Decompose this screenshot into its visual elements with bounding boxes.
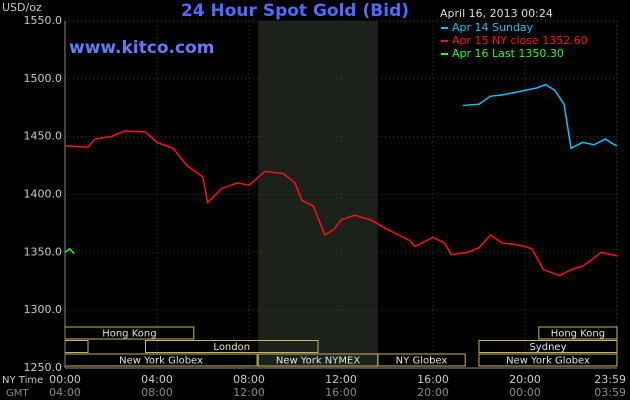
x-tick-label: 20:00: [509, 373, 541, 386]
x-tick-label: 23:59: [594, 373, 626, 386]
legend-label: Apr 14 Sunday: [452, 21, 534, 34]
x-axis-label: NY Time: [2, 375, 43, 386]
x2-tick-label: 00:00: [509, 386, 541, 399]
legend-label: Apr 15 NY close 1352.60: [452, 34, 588, 47]
x-tick-label: 00:00: [49, 373, 81, 386]
session-label: New York Globex: [119, 356, 203, 367]
session-label: Sydney: [529, 342, 566, 353]
session-label: Hong Kong: [102, 329, 156, 340]
y-axis-label: USD/oz: [2, 1, 42, 14]
x2-tick-label: 12:00: [233, 386, 265, 399]
x-tick-label: 16:00: [417, 373, 449, 386]
chart-title: 24 Hour Spot Gold (Bid): [181, 1, 409, 21]
session-label: NY Globex: [396, 356, 448, 367]
session-box: [478, 353, 618, 367]
price-line: [462, 83, 618, 150]
x2-tick-label: 08:00: [141, 386, 173, 399]
y-tick-label: 1550.0: [24, 14, 63, 27]
session-box: [145, 340, 319, 353]
session-box: [478, 340, 618, 353]
y-tick-label: 1450.0: [24, 130, 63, 143]
y-tick-label: 1250.0: [24, 361, 63, 374]
price-line: [64, 130, 618, 277]
y-tick-label: 1500.0: [24, 72, 63, 85]
y-tick-label: 1400.0: [24, 188, 63, 201]
x-tick-label: 04:00: [141, 373, 173, 386]
session-label: Hong Kong: [551, 329, 605, 340]
price-line: [64, 247, 75, 255]
session-label: New York NYMEX: [276, 356, 361, 367]
timestamp: April 16, 2013 00:24: [440, 7, 553, 20]
x2-tick-label: 03:59: [594, 386, 626, 399]
y-tick-label: 1350.0: [24, 245, 63, 258]
x-tick-label: 12:00: [325, 373, 357, 386]
website: www.kitco.com: [69, 38, 214, 58]
x2-tick-label: 04:00: [49, 386, 81, 399]
legend-label: Apr 16 Last 1350.30: [452, 47, 564, 60]
session-box: [377, 353, 466, 367]
y-tick-label: 1300.0: [24, 303, 63, 316]
x-tick-label: 08:00: [233, 373, 265, 386]
x2-axis-label: GMT: [6, 388, 29, 399]
x2-tick-label: 20:00: [417, 386, 449, 399]
session-label: London: [213, 342, 250, 353]
x2-tick-label: 16:00: [325, 386, 357, 399]
session-box: [538, 326, 618, 340]
session-label: New York Globex: [506, 356, 590, 367]
